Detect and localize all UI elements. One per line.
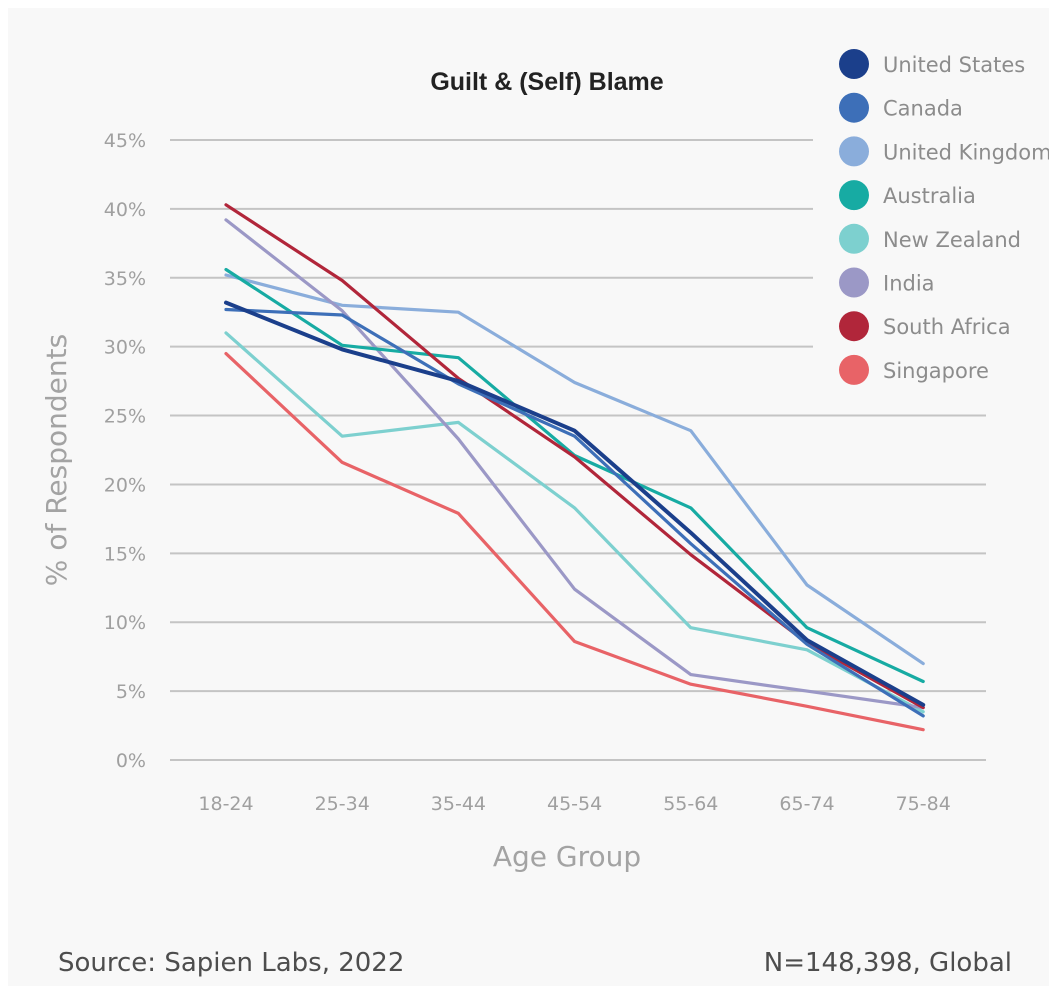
- x-tick-label: 18-24: [198, 793, 253, 815]
- legend-label: India: [883, 272, 935, 296]
- y-tick-label: 20%: [104, 474, 146, 496]
- x-tick-label: 45-54: [547, 793, 602, 815]
- sample-size-note: N=148,398, Global: [763, 948, 1012, 978]
- y-tick-label: 25%: [104, 406, 146, 428]
- x-axis-label: Age Group: [493, 840, 641, 873]
- x-tick-label: 25-34: [315, 793, 370, 815]
- chart-card: 0% 5% 10% 15% 20% 25% 30% 35% 40% 45% 18-24 25-34 3…: [8, 8, 1049, 986]
- x-tick-label: 55-64: [663, 793, 718, 815]
- line-chart: 0% 5% 10% 15% 20% 25% 30% 35% 40% 45% 18-24 25-34 3…: [40, 49, 1049, 873]
- series-line-singapore: [224, 352, 925, 732]
- legend-label: United Kingdom: [883, 140, 1049, 164]
- x-tick-label: 35-44: [431, 793, 486, 815]
- series-line-new-zealand: [224, 331, 925, 714]
- legend-label: Canada: [883, 97, 963, 121]
- legend-marker: [839, 267, 869, 298]
- series-line-united-states: [224, 300, 926, 707]
- y-tick-labels: 0% 5% 10% 15% 20% 25% 30% 35% 40% 45%: [104, 130, 146, 772]
- y-tick-label: 0%: [116, 750, 146, 772]
- legend-marker: [839, 354, 869, 385]
- legend-label: South Africa: [883, 315, 1011, 339]
- legend: United States Canada United Kingdom Austral…: [839, 49, 1049, 385]
- x-tick-labels: 18-24 25-34 35-44 45-54 55-64 65-74 75-84: [198, 793, 950, 815]
- x-tick-label: 65-74: [779, 793, 834, 815]
- series-line-canada: [224, 307, 925, 718]
- y-tick-label: 30%: [104, 337, 146, 359]
- y-tick-label: 45%: [104, 130, 146, 152]
- grid-lines: [170, 139, 986, 761]
- series-line-india: [224, 218, 925, 710]
- y-tick-label: 15%: [104, 543, 146, 565]
- legend-marker: [839, 180, 869, 211]
- legend-label: Australia: [883, 184, 976, 208]
- legend-marker: [839, 223, 869, 254]
- legend-marker: [839, 311, 869, 342]
- y-tick-label: 5%: [116, 681, 146, 703]
- source-note: Source: Sapien Labs, 2022: [58, 948, 405, 978]
- legend-label: Singapore: [883, 359, 989, 383]
- y-tick-label: 40%: [104, 199, 146, 221]
- legend-marker: [839, 92, 869, 123]
- y-tick-label: 10%: [104, 612, 146, 634]
- series-lines: [224, 203, 926, 732]
- legend-label: United States: [883, 53, 1025, 77]
- legend-label: New Zealand: [883, 228, 1021, 252]
- x-tick-label: 75-84: [896, 793, 951, 815]
- series-line-united-kingdom: [224, 273, 925, 666]
- legend-marker: [839, 49, 869, 79]
- y-axis-label: % of Respondents: [40, 334, 73, 586]
- series-line-australia: [224, 267, 925, 684]
- legend-marker: [839, 136, 869, 167]
- chart-title: Guilt & (Self) Blame: [430, 68, 663, 96]
- y-tick-label: 35%: [104, 268, 146, 290]
